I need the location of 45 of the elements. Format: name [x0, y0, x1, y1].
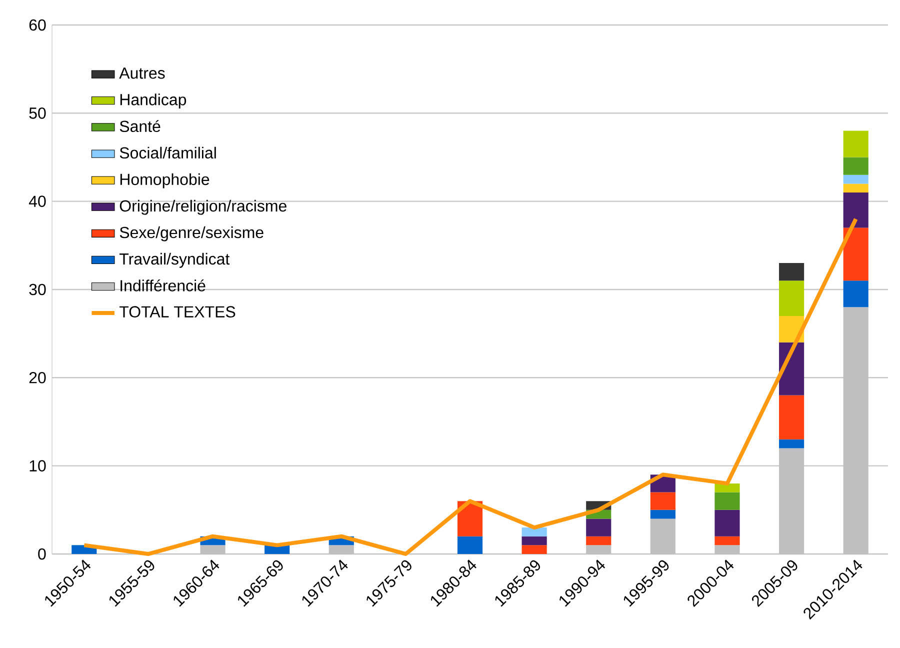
bar [843, 157, 868, 175]
bar [843, 192, 868, 228]
bar [586, 536, 612, 546]
bar [779, 280, 804, 316]
legend-label: Indifférencié [120, 279, 206, 292]
bar [522, 536, 547, 546]
bar [200, 545, 226, 554]
bar [843, 174, 868, 184]
legend-label: Social/familial [120, 146, 216, 159]
legend-label: Homophobie [120, 173, 210, 188]
bar [779, 395, 804, 440]
bar [650, 510, 676, 519]
y-tick-label: 20 [29, 372, 46, 384]
legend-label: Autres [119, 68, 165, 79]
legend-label: Handicap [120, 94, 186, 108]
bar [650, 518, 676, 554]
bar [779, 439, 804, 448]
bar [714, 483, 740, 492]
bar [714, 492, 740, 510]
bar [522, 528, 547, 536]
bar [586, 545, 612, 554]
bar [586, 518, 612, 536]
bar [843, 280, 868, 308]
bar [522, 545, 547, 554]
bar [457, 536, 483, 554]
y-tick-label: 50 [29, 108, 46, 119]
bar [714, 510, 740, 536]
y-tick-label: 0 [38, 548, 46, 560]
bar [779, 263, 804, 281]
legend-label: Origine/religion/racisme [120, 200, 286, 215]
bar [650, 492, 676, 510]
bar [714, 545, 740, 554]
y-tick-label: 10 [30, 460, 46, 472]
y-tick-label: 60 [29, 19, 46, 31]
bar [328, 545, 354, 554]
bar [843, 228, 868, 281]
y-tick-label: 40 [28, 196, 46, 207]
bar [843, 184, 868, 193]
bar [843, 130, 868, 158]
bar [714, 536, 740, 546]
legend-label: TOTAL TEXTES [119, 306, 236, 318]
y-tick-label: 30 [29, 284, 46, 296]
legend-label: Travail/syndicat [119, 252, 230, 268]
legend-label: Sexe/genre/sexisme [120, 226, 264, 242]
legend-label: Santé [120, 120, 160, 132]
